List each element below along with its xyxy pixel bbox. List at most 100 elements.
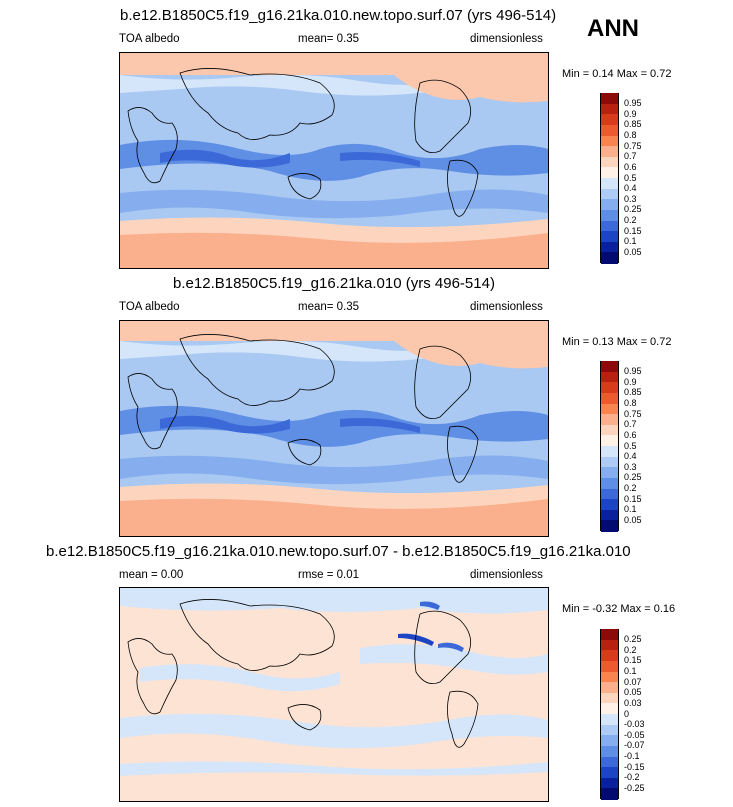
colorbar-segment (601, 167, 618, 179)
colorbar-tick-label: 0.1 (624, 666, 637, 676)
units-label: dimensionless (470, 33, 543, 45)
albedo-map (119, 320, 549, 537)
colorbar (600, 93, 619, 264)
map-field (120, 53, 548, 268)
albedo-map (119, 52, 549, 269)
panel-title: b.e12.B1850C5.f19_g16.21ka.010 (yrs 496-… (173, 275, 495, 292)
colorbar-tick-label: 0.25 (624, 634, 642, 645)
season-label: ANN (587, 15, 639, 42)
colorbar-tick-label: 0.4 (624, 451, 637, 462)
colorbar-segment (601, 392, 618, 404)
mean-label: mean = 0.00 (119, 569, 184, 581)
map-field (120, 588, 548, 801)
colorbar-tick-label: -0.1 (624, 751, 640, 761)
colorbar-segment (601, 477, 618, 489)
colorbar-segment (601, 403, 618, 415)
colorbar-tick-label: 0.25 (624, 204, 642, 215)
colorbar-segment (601, 499, 618, 511)
colorbar-tick-label: 0.7 (624, 151, 637, 162)
colorbar-segment (601, 435, 618, 447)
colorbar-tick-label: 0.4 (624, 183, 637, 194)
colorbar-segment (601, 629, 618, 641)
colorbar-tick-label: -0.15 (624, 761, 645, 772)
colorbar-tick-label: 0.8 (624, 398, 637, 408)
colorbar (600, 361, 619, 532)
colorbar-tick-label: 0.2 (624, 483, 637, 493)
colorbar-segment (601, 188, 618, 200)
colorbar-tick-label: 0.05 (624, 246, 642, 257)
colorbar-tick-label: -0.03 (624, 719, 645, 730)
colorbar-segment (601, 788, 618, 800)
colorbar-tick-label: 0.07 (624, 676, 642, 687)
colorbar-tick-label: 0 (624, 708, 630, 719)
panel-title: b.e12.B1850C5.f19_g16.21ka.010.new.topo.… (46, 543, 631, 560)
colorbar-tick-label: 0.2 (624, 215, 637, 225)
colorbar-tick-label: 0.03 (624, 697, 642, 708)
colorbar-segment (601, 252, 618, 264)
colorbar-segment (601, 724, 618, 736)
colorbar-segment (601, 767, 618, 779)
colorbar-segment (601, 371, 618, 383)
colorbar-segment (601, 103, 618, 115)
mean-label: mean= 0.35 (298, 301, 360, 313)
colorbar-tick-label: 0.2 (624, 644, 637, 655)
colorbar-tick-label: 0.95 (624, 98, 642, 109)
colorbar-tick-label: 0.1 (624, 504, 637, 515)
colorbar-segment (601, 114, 618, 126)
colorbar-segment (601, 156, 618, 168)
colorbar-segment (601, 714, 618, 726)
colorbar-tick-label: 0.3 (624, 193, 637, 204)
colorbar-segment (601, 735, 618, 747)
colorbar-segment (601, 178, 618, 190)
colorbar-tick-label: 0.95 (624, 366, 642, 377)
colorbar-tick-label: 0.25 (624, 472, 642, 483)
colorbar-segment (601, 660, 618, 672)
colorbar-tick-label: 0.75 (624, 408, 642, 419)
variable-label: TOA albedo (119, 301, 180, 313)
colorbar-tick-label: -0.25 (624, 782, 645, 793)
colorbar-tick-label: 0.75 (624, 140, 642, 151)
colorbar-segment (601, 414, 618, 426)
colorbar-segment (601, 424, 618, 436)
colorbar-segment (601, 456, 618, 468)
colorbar-segment (601, 467, 618, 479)
variable-label: TOA albedo (119, 33, 180, 45)
colorbar-segment (601, 199, 618, 211)
colorbar-segment (601, 231, 618, 243)
colorbar-segment (601, 220, 618, 232)
colorbar-segment (601, 509, 618, 521)
units-label: dimensionless (470, 301, 543, 313)
colorbar-tick-label: 0.85 (624, 119, 642, 130)
colorbar-segment (601, 382, 618, 394)
colorbar-tick-label: 0.5 (624, 172, 637, 183)
colorbar-segment (601, 146, 618, 158)
colorbar-segment (601, 520, 618, 532)
colorbar-segment (601, 124, 618, 136)
difference-map (119, 587, 549, 802)
colorbar (600, 629, 619, 800)
colorbar-tick-label: 0.1 (624, 236, 637, 247)
colorbar-segment (601, 692, 618, 704)
colorbar-tick-label: -0.07 (624, 740, 645, 751)
colorbar-segment (601, 682, 618, 694)
colorbar-tick-label: 0.15 (624, 655, 642, 666)
panel-title: b.e12.B1850C5.f19_g16.21ka.010.new.topo.… (120, 7, 557, 24)
colorbar-segment (601, 671, 618, 683)
map-field (120, 321, 548, 536)
colorbar-segment (601, 703, 618, 715)
colorbar-tick-label: 0.05 (624, 687, 642, 698)
minmax-label: Min = 0.13 Max = 0.72 (562, 336, 672, 348)
colorbar-tick-label: -0.05 (624, 729, 645, 740)
colorbar-segment (601, 777, 618, 789)
colorbar-segment (601, 135, 618, 147)
minmax-label: Min = -0.32 Max = 0.16 (562, 603, 676, 615)
colorbar-segment (601, 361, 618, 373)
colorbar-tick-label: 0.85 (624, 387, 642, 398)
colorbar-segment (601, 639, 618, 651)
colorbar-tick-label: 0.9 (624, 376, 637, 387)
colorbar-segment (601, 650, 618, 662)
colorbar-tick-label: 0.8 (624, 130, 637, 140)
colorbar-tick-label: 0.5 (624, 440, 637, 451)
colorbar-segment (601, 488, 618, 500)
mean-label: mean= 0.35 (298, 33, 360, 45)
